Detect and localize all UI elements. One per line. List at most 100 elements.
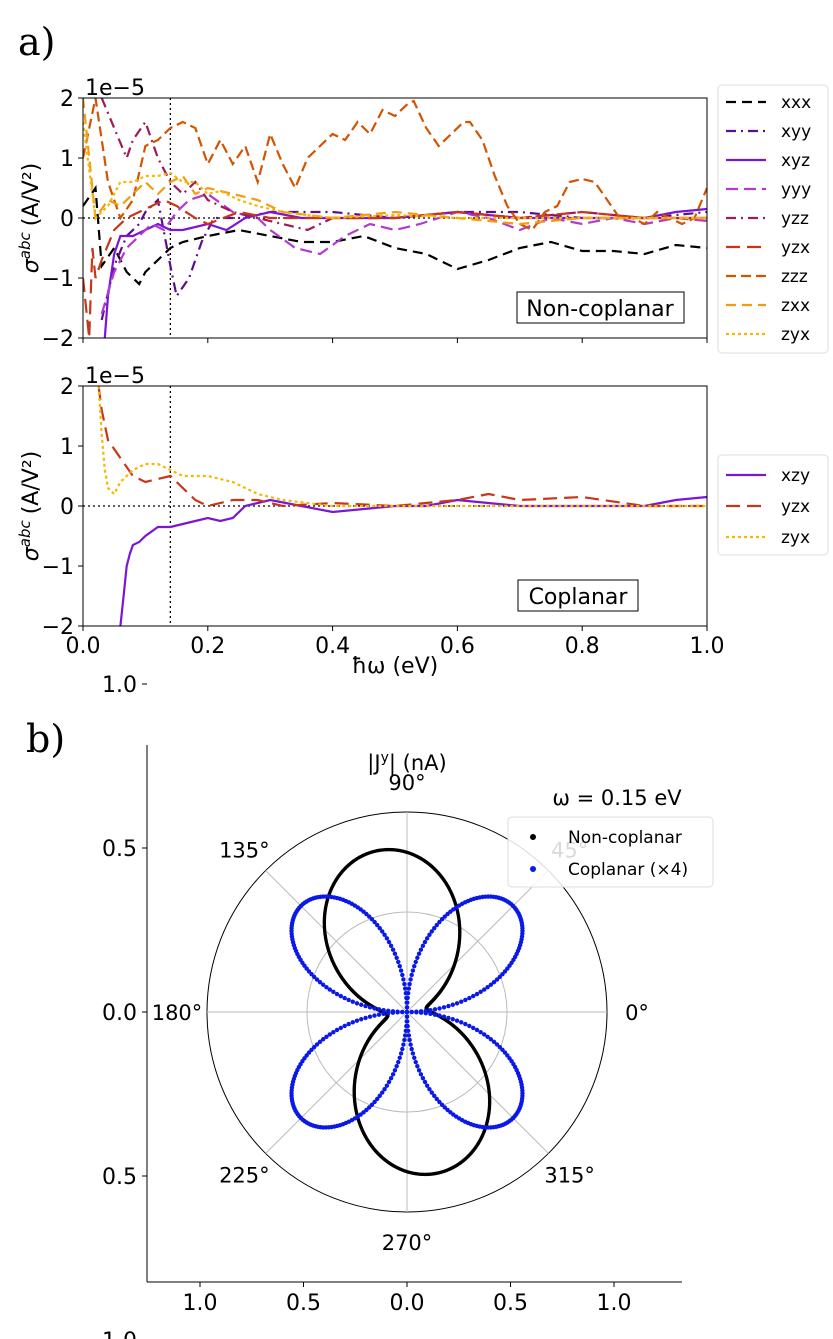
polar-point-coplanar [375,922,380,928]
polar-point-coplanar [467,995,472,1001]
top-ylabel-unit: (A/V²) [19,163,44,227]
top-ytick-label: −1 [42,267,74,292]
polar-point-coplanar [396,959,401,965]
bottom-legend-label-xzy: xzy [781,466,810,486]
top-legend-label-yyy: yyy [781,180,811,200]
polar-point-coplanar [497,1044,502,1050]
polar-point-coplanar [439,917,445,922]
polar-ytick-label: 1.0 [102,673,137,698]
polar-point-coplanar [416,1068,422,1073]
polar-point-coplanar [314,1042,320,1047]
top-legend-label-zzz: zzz [781,267,808,287]
polar-point-coplanar [404,1000,409,1005]
polar-point-coplanar [414,1010,419,1015]
polar-point-coplanar [410,1051,416,1056]
polar-point-coplanar [346,1021,351,1027]
polar-point-coplanar [402,986,408,991]
top-y-ticks: −2 −1 0 1 2 [42,87,83,352]
polar-point-coplanar [359,1002,364,1007]
polar-point-coplanar [372,919,377,925]
polar-point-coplanar [338,1025,343,1031]
polar-angle-label: 270° [382,1231,433,1255]
bottom-x-ticks: 0.0 0.2 0.4 0.6 0.8 1.0 [66,626,725,659]
polar-point-coplanar [463,1021,468,1027]
polar-point-coplanar [363,1003,368,1009]
polar-point-coplanar [454,1001,460,1006]
top-series-zxx [83,98,707,226]
polar-point-coplanar [403,991,409,996]
bottom-ylabel-symbol: σ [19,546,44,561]
polar-point-coplanar [434,922,439,928]
top-series-xxx [83,184,707,286]
polar-point-coplanar [405,1023,410,1029]
polar-point-coplanar [327,1032,333,1037]
polar-point-coplanar [324,985,329,990]
polar-point-coplanar [407,981,412,987]
polar-point-coplanar [334,1027,340,1033]
polar-point-coplanar [415,955,420,960]
polar-point-coplanar [429,1090,434,1095]
bottom-series-group [83,386,707,626]
top-series-zyx [83,121,707,221]
polar-point-coplanar [372,1099,377,1105]
polar-xtick-label: 0.5 [493,1291,528,1316]
top-series-xyz [103,207,707,338]
polar-point-coplanar [394,955,399,960]
bottom-y-ticks: −2 −1 0 1 2 [42,375,83,640]
polar-point-coplanar [446,1015,451,1021]
polar-point-coplanar [441,1014,447,1019]
polar-point-coplanar [422,939,428,945]
polar-point-coplanar [429,929,434,934]
polar-point-coplanar [367,1005,373,1010]
polar-point-coplanar [408,977,413,982]
polar-point-coplanar [306,969,312,974]
polar-point-coplanar [397,1055,402,1060]
polar-point-coplanar [481,1032,487,1037]
bottom-series-zyx [97,386,707,508]
top-series-group [83,98,707,338]
top-ytick-label: 0 [60,207,74,232]
polar-point-coplanar [500,1047,505,1052]
polar-chart: 0°45°90°135°180°225°270°315° 1.00.50.00.… [102,673,714,1339]
polar-point-coplanar [397,964,402,969]
polar-point-coplanar [388,1076,394,1081]
polar-point-coplanar [488,982,494,987]
polar-point-coplanar [415,1064,420,1069]
polar-angle-label: 180° [152,1001,203,1025]
top-series-yzx [83,198,707,338]
bottom-xtick-label: 0.8 [565,634,600,659]
polar-spoke [265,1011,408,1154]
top-legend-label-xyz: xyz [781,151,810,171]
polar-point-coplanar [392,1068,398,1073]
polar-point-coplanar [400,972,405,978]
polar-point-coplanar [384,936,390,941]
bottom-ylabel-unit: (A/V²) [19,451,44,515]
polar-point-coplanar [445,911,450,917]
polar-point-coplanar [375,1096,380,1102]
bottom-legend: xzy yzx zyx [717,454,829,556]
top-y-axis-label: σabc (A/V²) [16,163,44,273]
polar-point-coplanar [471,1025,476,1031]
polar-xtick-label: 0.5 [286,1291,321,1316]
polar-point-coplanar [342,1023,347,1029]
polar-point-coplanar [398,968,404,973]
polar-xtick-label: 1.0 [183,1291,218,1316]
polar-point-coplanar [424,936,430,941]
polar-angle-label: 225° [219,1164,270,1188]
bottom-legend-label-yzx: yzx [781,497,810,517]
bottom-xtick-label: 0.2 [190,634,225,659]
polar-point-coplanar [386,1079,392,1085]
top-chart: −2 −1 0 1 2 1e−5 σabc (A/V²) Non-coplanar xxx… [16,76,829,354]
polar-point-coplanar [338,993,343,999]
polar-point-coplanar [386,939,392,945]
polar-legend-label: Coplanar (×4) [568,860,688,880]
top-legend-label-yzx: yzx [781,238,810,258]
polar-point-coplanar [439,1102,445,1107]
polar-point-coplanar [467,1023,472,1029]
top-legend-label-zxx: zxx [781,296,810,316]
polar-point-coplanar [434,1096,439,1102]
svg-text:σabc(A/V²): σabc (A/V²) [16,451,44,561]
polar-point-coplanar [405,1019,410,1024]
polar-point-coplanar [427,932,432,938]
top-series-yyy [100,192,707,315]
